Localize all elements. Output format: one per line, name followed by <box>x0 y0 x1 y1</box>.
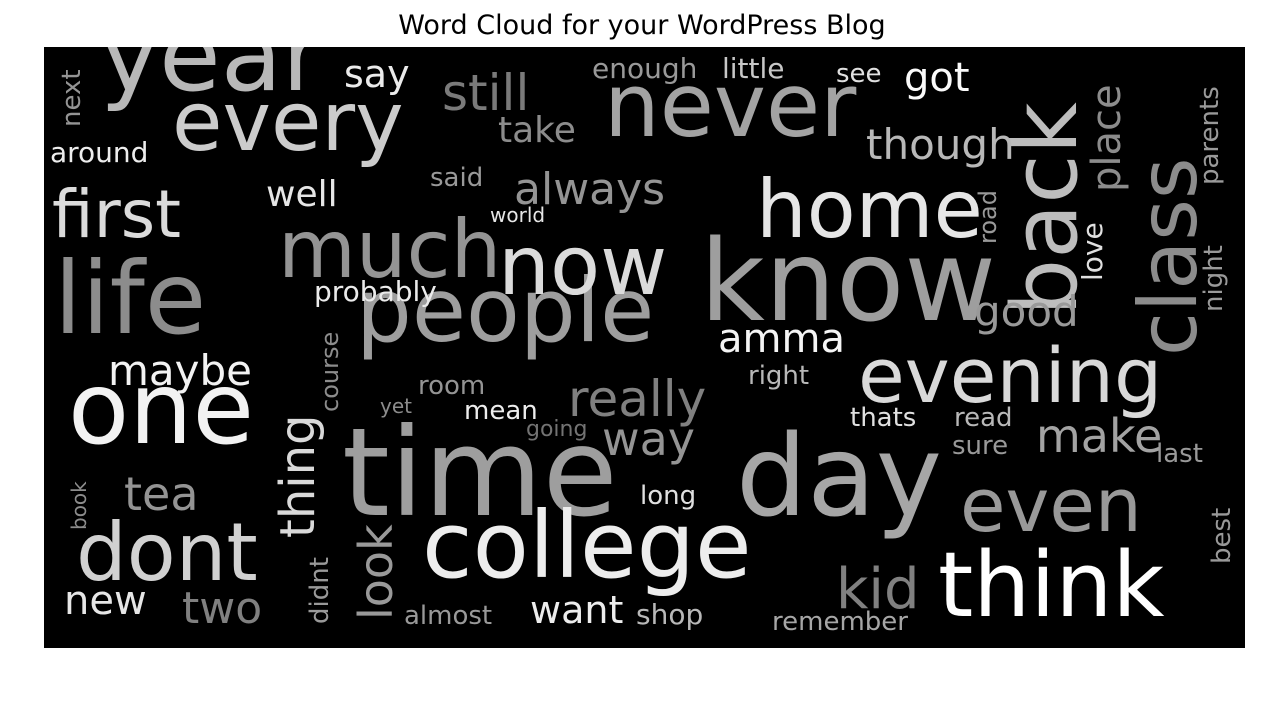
word-much: much <box>278 203 501 296</box>
word-time: time <box>342 402 618 544</box>
word-maybe: maybe <box>108 346 252 395</box>
word-thing: thing <box>270 415 326 538</box>
word-really: really <box>568 370 706 428</box>
word-long: long <box>640 481 696 511</box>
word-best: best <box>1207 508 1237 564</box>
word-never: never <box>604 54 857 157</box>
word-though: though <box>866 120 1015 169</box>
word-room: room <box>418 371 485 401</box>
word-cloud-background <box>44 47 1245 648</box>
word-love: love <box>1076 222 1109 281</box>
word-well: well <box>266 174 338 215</box>
word-say: say <box>344 52 410 96</box>
word-class: class <box>1122 157 1215 356</box>
word-home: home <box>756 163 983 256</box>
word-even: even <box>960 463 1142 549</box>
word-two: two <box>182 583 262 634</box>
word-think: think <box>938 533 1165 638</box>
word-dont: dont <box>76 506 258 599</box>
word-kid: kid <box>836 557 920 622</box>
word-parents: parents <box>1195 86 1225 185</box>
word-last: last <box>1156 439 1203 469</box>
word-still: still <box>442 64 529 122</box>
word-college: college <box>422 492 752 599</box>
word-see: see <box>836 59 882 89</box>
word-sure: sure <box>952 431 1008 461</box>
word-amma: amma <box>718 316 845 362</box>
word-evening: evening <box>858 331 1162 420</box>
word-make: make <box>1036 409 1162 463</box>
word-tea: tea <box>124 467 199 521</box>
word-good: good <box>974 287 1079 336</box>
word-read: read <box>954 403 1013 433</box>
word-mean: mean <box>464 396 538 426</box>
word-shop: shop <box>636 598 703 631</box>
word-people: people <box>356 259 654 362</box>
word-first: first <box>52 176 181 253</box>
word-enough: enough <box>592 52 697 85</box>
word-place: place <box>1084 84 1130 192</box>
word-know: know <box>700 217 996 347</box>
word-back: back <box>993 102 1098 316</box>
word-take: take <box>498 110 576 151</box>
word-probably: probably <box>314 275 437 308</box>
word-right: right <box>748 361 809 391</box>
word-around: around <box>50 136 148 169</box>
word-always: always <box>514 164 665 215</box>
word-got: got <box>904 55 970 101</box>
word-little: little <box>722 52 785 85</box>
word-look: look <box>349 524 403 620</box>
word-new: new <box>64 578 147 624</box>
word-life: life <box>54 240 206 357</box>
word-one: one <box>68 350 254 467</box>
word-going: going <box>526 417 587 442</box>
word-year: year <box>100 47 324 114</box>
word-night: night <box>1199 245 1229 312</box>
word-want: want <box>530 588 623 632</box>
word-almost: almost <box>404 601 492 631</box>
word-now: now <box>498 219 667 314</box>
word-said: said <box>430 163 483 193</box>
word-remember: remember <box>772 607 908 637</box>
word-course: course <box>316 332 344 412</box>
word-next: next <box>57 69 87 127</box>
word-book: book <box>67 481 91 530</box>
chart-title: Word Cloud for your WordPress Blog <box>398 10 886 41</box>
word-way: way <box>602 412 695 466</box>
word-yet: yet <box>380 394 412 418</box>
word-every: every <box>172 75 404 170</box>
word-road: road <box>974 190 1002 244</box>
word-day: day <box>736 412 942 542</box>
word-thats: thats <box>850 403 916 433</box>
word-world: world <box>490 203 545 227</box>
word-didnt: didnt <box>305 557 335 624</box>
